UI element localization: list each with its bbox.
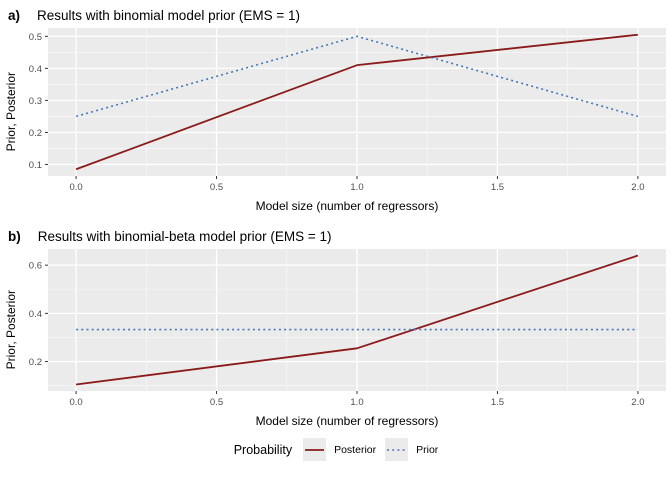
svg-text:0.2: 0.2 bbox=[29, 128, 42, 139]
legend-label-posterior: Posterior bbox=[334, 443, 377, 456]
svg-text:0.4: 0.4 bbox=[29, 309, 42, 320]
panel-b-title: b) Results with binomial-beta model prio… bbox=[0, 213, 672, 247]
svg-text:0.2: 0.2 bbox=[29, 357, 42, 368]
panel-b-body: Prior, Posterior 0.0 0.5 1.0 1.5 2.0 0.2 0.4 0.… bbox=[0, 247, 672, 413]
panel-a-x-axis-label: Model size (number of regressors) bbox=[255, 199, 439, 213]
svg-text:0.0: 0.0 bbox=[69, 397, 82, 408]
svg-text:0.0: 0.0 bbox=[69, 182, 82, 193]
panel-a-body: Prior, Posterior 0.0 0.5 1.0 1.5 2.0 0.1 0.2 0.… bbox=[0, 26, 672, 198]
legend-item-posterior: Posterior bbox=[303, 438, 376, 461]
panel-b-title-text: Results with binomial-beta model prior (… bbox=[37, 229, 332, 244]
svg-text:1.5: 1.5 bbox=[491, 397, 504, 408]
prior-line-key-icon bbox=[385, 438, 409, 461]
panel-a-title-text: Results with binomial model prior (EMS =… bbox=[37, 8, 300, 23]
legend-item-prior: Prior bbox=[385, 438, 438, 461]
svg-text:2.0: 2.0 bbox=[631, 182, 644, 193]
panel-b-y-axis-label: Prior, Posterior bbox=[4, 290, 18, 370]
svg-text:0.1: 0.1 bbox=[29, 160, 42, 171]
svg-text:0.3: 0.3 bbox=[29, 96, 42, 107]
panel-a-plot-area: 0.0 0.5 1.0 1.5 2.0 0.1 0.2 0.3 0.4 0.5 bbox=[29, 28, 666, 193]
legend: Probability Posterior Prior bbox=[0, 438, 672, 461]
legend-title: Probability bbox=[233, 442, 293, 457]
panel-a-tag: a) bbox=[8, 8, 21, 23]
legend-label-prior: Prior bbox=[416, 443, 439, 456]
svg-text:0.4: 0.4 bbox=[29, 64, 42, 75]
panel-b: b) Results with binomial-beta model prio… bbox=[0, 213, 672, 428]
panel-a-title: a) Results with binomial model prior (EM… bbox=[0, 0, 672, 26]
panel-a-y-axis-label: Prior, Posterior bbox=[4, 72, 18, 152]
panel-b-plot-area: 0.0 0.5 1.0 1.5 2.0 0.2 0.4 0.6 bbox=[29, 249, 666, 408]
svg-text:0.5: 0.5 bbox=[210, 182, 223, 193]
panel-a: a) Results with binomial model prior (EM… bbox=[0, 0, 672, 213]
svg-text:0.5: 0.5 bbox=[210, 397, 223, 408]
svg-text:0.5: 0.5 bbox=[29, 32, 42, 43]
panel-b-x-axis-label: Model size (number of regressors) bbox=[255, 414, 439, 428]
svg-text:2.0: 2.0 bbox=[631, 397, 644, 408]
svg-text:1.0: 1.0 bbox=[350, 397, 363, 408]
posterior-line-key-icon bbox=[303, 438, 327, 461]
svg-text:1.0: 1.0 bbox=[350, 182, 363, 193]
svg-text:1.5: 1.5 bbox=[491, 182, 504, 193]
svg-text:0.6: 0.6 bbox=[29, 261, 42, 272]
panel-b-tag: b) bbox=[8, 229, 21, 244]
